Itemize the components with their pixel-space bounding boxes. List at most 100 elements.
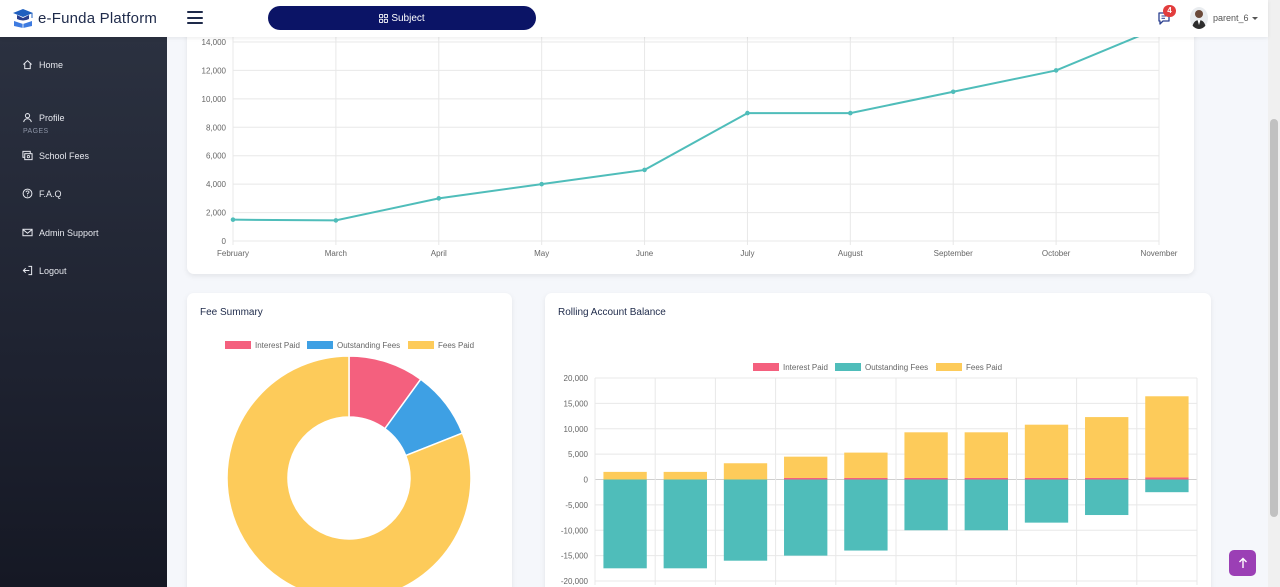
bar-segment: [844, 477, 888, 480]
subject-button[interactable]: Subject: [268, 6, 536, 30]
sidebar-item-label: School Fees: [39, 150, 90, 161]
y-tick-label: 12,000: [202, 66, 227, 75]
monthly-fees-line-chart-card: 0 2,000 4,000 6,000 8,000 10,000 12,000 14,000 F…: [187, 25, 1194, 274]
y-tick-label: -20,000: [561, 577, 589, 586]
menu-toggle-icon[interactable]: [187, 11, 203, 24]
bar-segment: [1024, 477, 1069, 480]
avatar: [1190, 7, 1208, 29]
app-title: e-Funda Platform: [38, 9, 158, 27]
data-point: [1053, 68, 1059, 73]
rolling-balance-title: Rolling Account Balance: [558, 307, 666, 318]
legend-swatch: [753, 363, 779, 371]
y-tick-label: -10,000: [561, 526, 589, 535]
data-point: [436, 196, 442, 201]
data-point: [642, 167, 647, 173]
y-tick-label: 2,000: [206, 209, 227, 218]
y-tick-label: 8,000: [206, 123, 227, 132]
bar-segment: [904, 477, 948, 480]
legend-swatch: [936, 363, 962, 371]
data-point: [745, 110, 750, 116]
legend-swatch: [307, 341, 333, 349]
bar-segment: [723, 463, 768, 480]
bar-segment: [1145, 396, 1189, 478]
legend-label: Fees Paid: [438, 341, 474, 350]
bar-segment: [1085, 477, 1129, 480]
sidebar-item-school-fees[interactable]: School Fees: [22, 150, 89, 161]
series-line: [232, 37, 1140, 222]
legend-label: Fees Paid: [966, 363, 1002, 372]
x-tick-label: February: [217, 249, 249, 258]
y-tick-label: 15,000: [564, 399, 589, 408]
x-tick-label: April: [431, 249, 447, 258]
bar-segment: [904, 432, 948, 478]
y-tick-label: 4,000: [206, 180, 227, 189]
user-menu[interactable]: parent_6: [1190, 7, 1258, 29]
y-tick-label: 0: [584, 476, 589, 485]
y-tick-label: -15,000: [561, 552, 589, 561]
scrollbar-thumb[interactable]: [1270, 119, 1278, 517]
bar-segment: [784, 479, 828, 556]
x-tick-label: November: [1141, 249, 1178, 258]
y-tick-label: -5,000: [565, 501, 588, 510]
bar-segment: [964, 432, 1008, 478]
legend-label: Interest Paid: [255, 341, 300, 350]
bar-segment: [844, 479, 888, 551]
y-tick-label: 10,000: [202, 95, 227, 104]
legend-label: Outstanding Fees: [865, 363, 928, 372]
bar-segment: [784, 477, 828, 480]
page-scrollbar[interactable]: [1268, 0, 1280, 587]
x-tick-label: October: [1042, 249, 1071, 258]
legend-label: Outstanding Fees: [337, 341, 400, 350]
bar-segment: [1024, 479, 1069, 523]
legend-swatch: [835, 363, 861, 371]
bar-segment: [964, 477, 1008, 480]
pie-slice: [226, 355, 472, 587]
x-tick-label: September: [934, 249, 973, 258]
home-icon: [23, 59, 32, 70]
question-icon: [22, 188, 33, 199]
notification-count-badge: 4: [1163, 5, 1176, 17]
sidebar-item-logout[interactable]: Logout: [22, 265, 67, 276]
app-logo[interactable]: e-Funda Platform: [12, 8, 157, 28]
bar-segment: [964, 479, 1008, 531]
sidebar-item-home[interactable]: Home: [22, 59, 63, 70]
rolling-balance-card: Rolling Account Balance Interest Paid Out…: [545, 293, 1211, 587]
sidebar-section-label: PAGES: [23, 128, 49, 135]
y-tick-label: 20,000: [564, 374, 589, 383]
y-tick-label: 0: [222, 237, 227, 246]
rolling-balance-bar-chart: Interest Paid Outstanding Fees Fees Paid 20…: [561, 363, 1198, 586]
data-point: [333, 218, 339, 223]
y-tick-label: 10,000: [564, 425, 589, 434]
data-point: [539, 181, 544, 187]
x-tick-label: June: [636, 249, 654, 258]
x-tick-label: March: [325, 249, 347, 258]
bar-segment: [603, 471, 647, 480]
bar-segment: [844, 452, 888, 478]
bar-segment: [784, 456, 828, 478]
bar-segment: [1024, 424, 1069, 478]
fee-summary-title: Fee Summary: [200, 307, 263, 318]
sidebar-item-profile[interactable]: Profile: [22, 112, 65, 123]
sidebar-item-label: Home: [39, 59, 64, 70]
sidebar-item-label: Profile: [39, 112, 65, 123]
bar-segment: [663, 471, 707, 480]
legend-swatch: [408, 341, 434, 349]
bar-segment: [1085, 417, 1129, 478]
x-tick-label: July: [740, 249, 754, 258]
x-tick-label: August: [838, 249, 864, 258]
sidebar-item-label: Admin Support: [39, 227, 99, 238]
monthly-line-chart: 0 2,000 4,000 6,000 8,000 10,000 12,000 14,000 F…: [202, 25, 1178, 258]
chevron-down-icon: [1251, 16, 1258, 20]
sidebar-item-label: F.A.Q: [39, 188, 62, 199]
legend-label: Interest Paid: [783, 363, 828, 372]
bar-segment: [1145, 477, 1189, 480]
mail-icon: [22, 228, 33, 237]
fee-summary-donut-chart: Interest Paid Outstanding Fees Fees Paid: [225, 341, 474, 587]
data-point: [848, 110, 853, 116]
sidebar-item-faq[interactable]: F.A.Q: [22, 188, 62, 199]
y-tick-label: 14,000: [202, 38, 227, 47]
sidebar-item-admin-support[interactable]: Admin Support: [22, 227, 99, 238]
scroll-to-top-button[interactable]: [1229, 550, 1256, 576]
y-tick-label: 6,000: [206, 152, 227, 161]
user-icon: [23, 113, 32, 123]
